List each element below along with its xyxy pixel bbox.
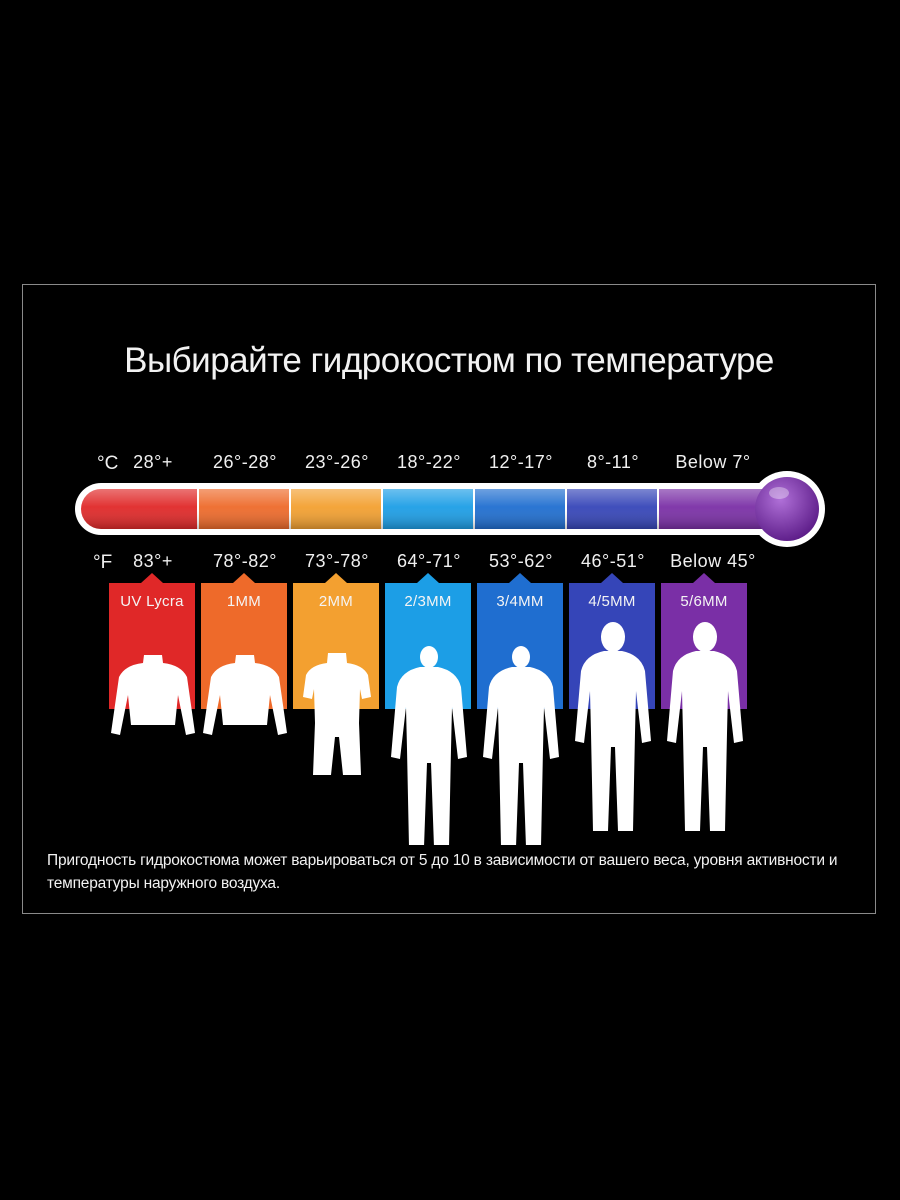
celsius-range-label: 18°-22° bbox=[397, 452, 461, 472]
celsius-range-label: 8°-11° bbox=[586, 452, 640, 472]
long-top-figure-icon bbox=[203, 655, 287, 735]
box-pointer bbox=[141, 573, 163, 583]
suit-thickness-label: UV Lycra bbox=[120, 593, 184, 610]
box-pointer bbox=[693, 573, 715, 583]
fahrenheit-range-label: 53°-62° bbox=[489, 551, 553, 571]
box-pointer bbox=[509, 573, 531, 583]
fahrenheit-range-label: Below 45° bbox=[670, 551, 756, 571]
box-pointer bbox=[601, 573, 623, 583]
fahrenheit-range-label: 46°-51° bbox=[581, 551, 645, 571]
thermometer-bulb bbox=[755, 477, 819, 541]
wetsuit-figures bbox=[111, 622, 743, 845]
suit-thickness-label: 2MM bbox=[318, 593, 354, 610]
celsius-range-label: 12°-17° bbox=[489, 452, 553, 472]
fahrenheit-range-label: 78°-82° bbox=[213, 551, 277, 571]
thermometer-bar bbox=[75, 471, 825, 547]
fahrenheit-range-label: 83°+ bbox=[133, 551, 173, 571]
celsius-range-label: 28°+ bbox=[133, 452, 173, 472]
suit-thickness-label: 5/6MM bbox=[680, 593, 728, 610]
box-pointer bbox=[417, 573, 439, 583]
wetsuit-temperature-chart: Выбирайте гидрокостюм по температуре °C … bbox=[22, 284, 876, 914]
celsius-range-label: 26°-28° bbox=[213, 452, 277, 472]
fahrenheit-range-label: 73°-78° bbox=[305, 551, 369, 571]
hooded-suit-figure-icon bbox=[575, 622, 651, 831]
suit-thickness-label: 2/3MM bbox=[404, 593, 452, 610]
celsius-unit-label: °C bbox=[97, 453, 119, 474]
suit-thickness-label: 4/5MM bbox=[588, 593, 636, 610]
fit-note: Пригодность гидрокостюма может варьирова… bbox=[47, 852, 838, 892]
box-pointer bbox=[233, 573, 255, 583]
suit-thickness-label: 1MM bbox=[226, 593, 262, 610]
shorty-figure-icon bbox=[303, 653, 371, 775]
short-top-figure-icon bbox=[111, 655, 195, 735]
full-suit-figure-icon bbox=[391, 646, 467, 845]
fahrenheit-range-label: 64°-71° bbox=[397, 551, 461, 571]
full-suit-figure-icon bbox=[483, 646, 559, 845]
suit-thickness-label: 3/4MM bbox=[496, 593, 544, 610]
celsius-range-label: Below 7° bbox=[675, 452, 751, 472]
chart-title: Выбирайте гидрокостюм по температуре bbox=[124, 341, 774, 380]
fahrenheit-unit-label: °F bbox=[93, 552, 113, 573]
hooded-suit-figure-icon bbox=[667, 622, 743, 831]
box-pointer bbox=[325, 573, 347, 583]
celsius-range-label: 23°-26° bbox=[305, 452, 369, 472]
